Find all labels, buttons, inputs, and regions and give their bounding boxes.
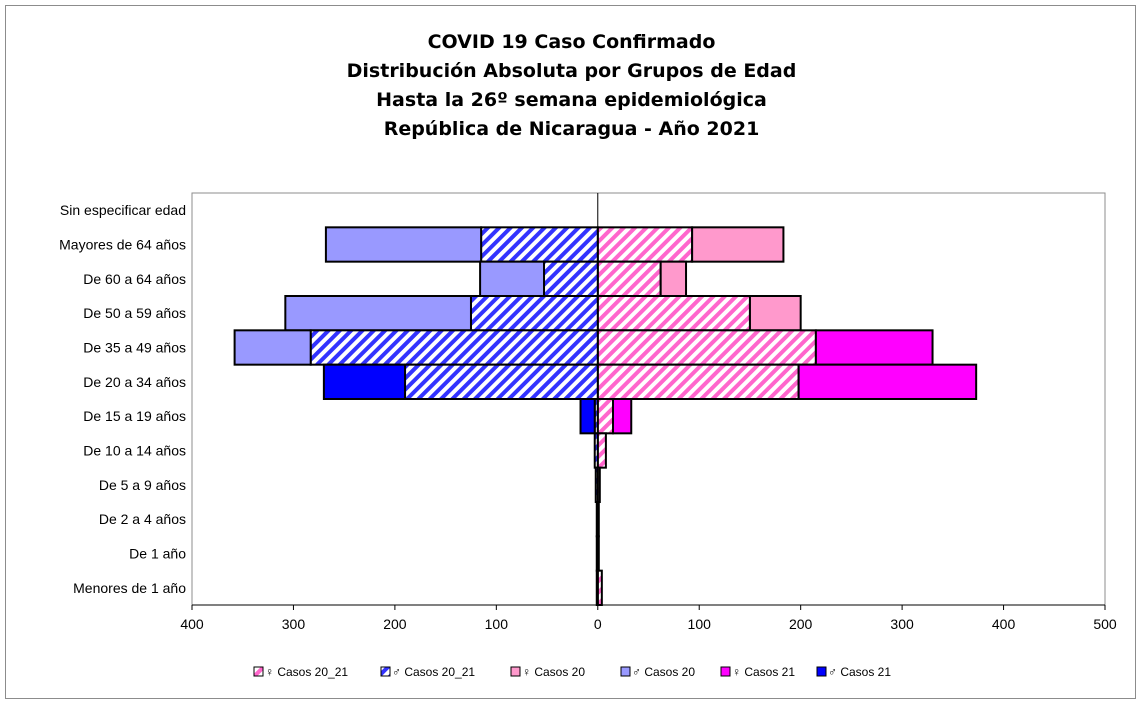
bar-female-s0-c5 [596, 363, 800, 400]
x-tick-label: 200 [383, 616, 407, 632]
category-label: De 5 a 9 años [99, 477, 186, 493]
bar-male-s3-c4 [233, 329, 312, 366]
bar-female-s4-c4 [814, 329, 934, 366]
x-tick-label: 300 [890, 616, 914, 632]
chart-title: COVID 19 Caso Confirmado Distribución Ab… [0, 28, 1143, 144]
x-tick-label: 300 [282, 616, 306, 632]
bar-male-s3-c1 [324, 226, 483, 263]
bar-male-s3-c2 [479, 260, 546, 297]
legend-label: ♀ Casos 20_21 [265, 665, 348, 679]
bar-male-s3-c3 [284, 295, 472, 332]
bar-female-s0-c7 [596, 432, 607, 469]
bar-male-s1-c5 [404, 363, 599, 400]
legend-label: ♂ Casos 21 [828, 665, 891, 679]
bar-female-s2-c1 [691, 226, 785, 263]
legend-swatch [816, 666, 827, 677]
bar-female-s2-c2 [659, 260, 688, 297]
legend-swatch [380, 666, 391, 677]
category-label: De 20 a 34 años [83, 374, 186, 390]
x-tick-label: 0 [594, 616, 602, 632]
title-line-1: COVID 19 Caso Confirmado [427, 31, 716, 53]
x-tick-label: 100 [688, 616, 712, 632]
legend-label: ♂ Casos 20_21 [392, 665, 475, 679]
x-tick-label: 400 [992, 616, 1016, 632]
x-tick-label: 500 [1093, 616, 1117, 632]
title-line-4: República de Nicaragua - Año 2021 [383, 118, 760, 140]
legend-label: ♂ Casos 20 [632, 665, 695, 679]
x-tick-label: 200 [789, 616, 813, 632]
legend-swatch [720, 666, 731, 677]
bar-female-s0-c3 [596, 295, 751, 332]
bar-female-s0-c1 [596, 226, 694, 263]
bar-female-s4-c6 [611, 398, 633, 435]
bar-male-s1-c1 [480, 226, 599, 263]
title-line-3: Hasta la 26º semana epidemiológica [376, 89, 767, 111]
bar-male-s1-c4 [309, 329, 599, 366]
category-label: De 50 a 59 años [83, 305, 186, 321]
category-label: Mayores de 64 años [59, 237, 186, 253]
legend-label: ♀ Casos 20 [522, 665, 585, 679]
category-label: De 60 a 64 años [83, 271, 186, 287]
bar-female-s0-c2 [596, 260, 662, 297]
x-tick-label: 100 [485, 616, 509, 632]
legend-swatch [253, 666, 264, 677]
bar-male-s5-c5 [322, 363, 407, 400]
category-label: De 1 año [129, 546, 186, 562]
title-line-2: Distribución Absoluta por Grupos de Edad [346, 60, 797, 82]
bar-female-s2-c3 [748, 295, 802, 332]
x-tick-label: 400 [180, 616, 204, 632]
category-label: De 35 a 49 años [83, 340, 186, 356]
bar-female-s0-c6 [596, 398, 614, 435]
legend-label: ♀ Casos 21 [732, 665, 795, 679]
category-label: De 15 a 19 años [83, 408, 186, 424]
bar-female-s4-c5 [797, 363, 978, 400]
category-label: De 2 a 4 años [99, 511, 186, 527]
category-label: Menores de 1 año [73, 580, 186, 596]
bar-male-s1-c2 [543, 260, 599, 297]
category-label: De 10 a 14 años [83, 443, 186, 459]
bar-female-s0-c4 [596, 329, 817, 366]
legend-swatch [620, 666, 631, 677]
bar-male-s5-c6 [579, 398, 596, 435]
category-label: Sin especificar edad [60, 202, 186, 218]
legend-swatch [510, 666, 521, 677]
bar-male-s1-c3 [469, 295, 599, 332]
